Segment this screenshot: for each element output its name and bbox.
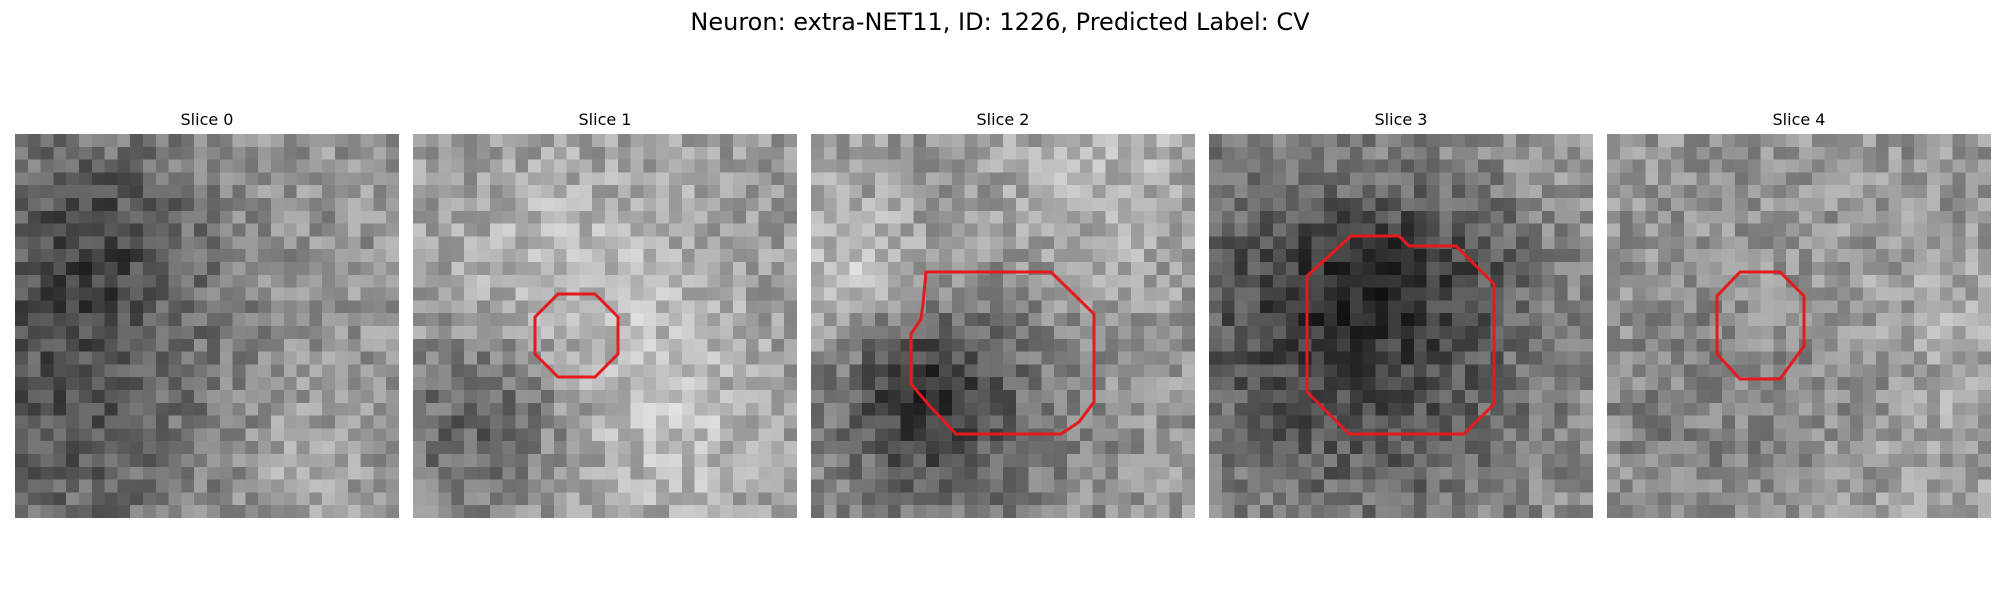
slice-title: Slice 2 <box>976 110 1030 129</box>
slice-image <box>1607 134 1991 518</box>
roi-contour <box>1305 234 1496 436</box>
slice-image <box>15 134 399 518</box>
roi-contour-overlay <box>1715 270 1806 381</box>
slice-title: Slice 0 <box>180 110 234 129</box>
slice-image <box>413 134 797 518</box>
slice-panel-2: Slice 2 <box>811 108 1195 518</box>
slice-title: Slice 4 <box>1772 110 1826 129</box>
slice-image <box>811 134 1195 518</box>
roi-contour-overlay <box>1305 234 1496 436</box>
roi-contour <box>533 292 620 379</box>
figure-title: Neuron: extra-NET11, ID: 1226, Predicted… <box>690 8 1310 36</box>
roi-contour <box>909 270 1096 436</box>
slice-image <box>1209 134 1593 518</box>
slice-panel-1: Slice 1 <box>413 108 797 518</box>
slice-title: Slice 1 <box>578 110 632 129</box>
slice-panel-3: Slice 3 <box>1209 108 1593 518</box>
roi-contour-overlay <box>533 292 620 379</box>
slice-panel-0: Slice 0 <box>15 108 399 518</box>
slice-title: Slice 3 <box>1374 110 1428 129</box>
roi-contour-overlay <box>909 270 1096 436</box>
slice-panel-4: Slice 4 <box>1607 108 1991 518</box>
roi-contour <box>1715 270 1806 381</box>
